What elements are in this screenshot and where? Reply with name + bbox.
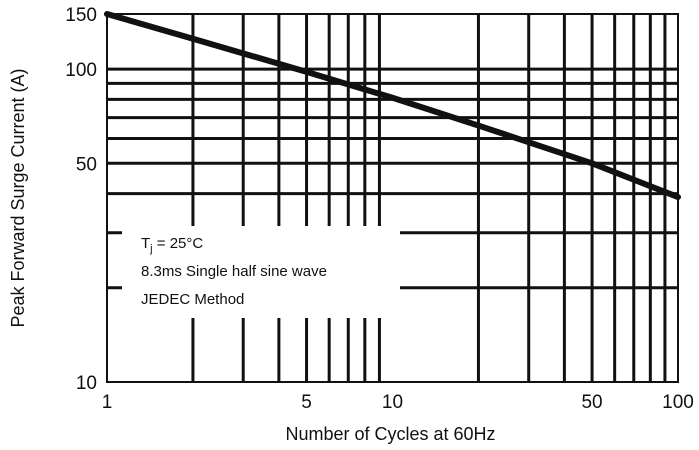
y-tick-label: 10	[76, 373, 97, 394]
x-tick-labels: 1 5 10 50 100	[102, 392, 694, 413]
annotation-box	[122, 226, 400, 318]
x-tick-label: 10	[382, 392, 403, 413]
y-tick-label: 50	[76, 154, 97, 175]
plot-frame	[106, 13, 679, 383]
y-tick-label: 150	[65, 5, 97, 26]
x-tick-label: 5	[301, 392, 312, 413]
annotation-temperature: Tj = 25°C	[141, 235, 203, 255]
x-tick-label: 1	[102, 392, 113, 413]
grid	[107, 14, 678, 382]
x-tick-label: 50	[581, 392, 602, 413]
annotation-text: Tj = 25°C 8.3ms Single half sine wave JEDE…	[141, 235, 327, 308]
y-axis-title: Peak Forward Surge Current (A)	[8, 68, 28, 327]
x-tick-label: 100	[662, 392, 694, 413]
x-axis-title: Number of Cycles at 60Hz	[285, 424, 495, 444]
y-tick-labels: 10 50 100 150	[65, 5, 97, 394]
annotation-method: JEDEC Method	[141, 291, 244, 308]
y-tick-label: 100	[65, 60, 97, 81]
annotation-waveform: 8.3ms Single half sine wave	[141, 263, 327, 280]
